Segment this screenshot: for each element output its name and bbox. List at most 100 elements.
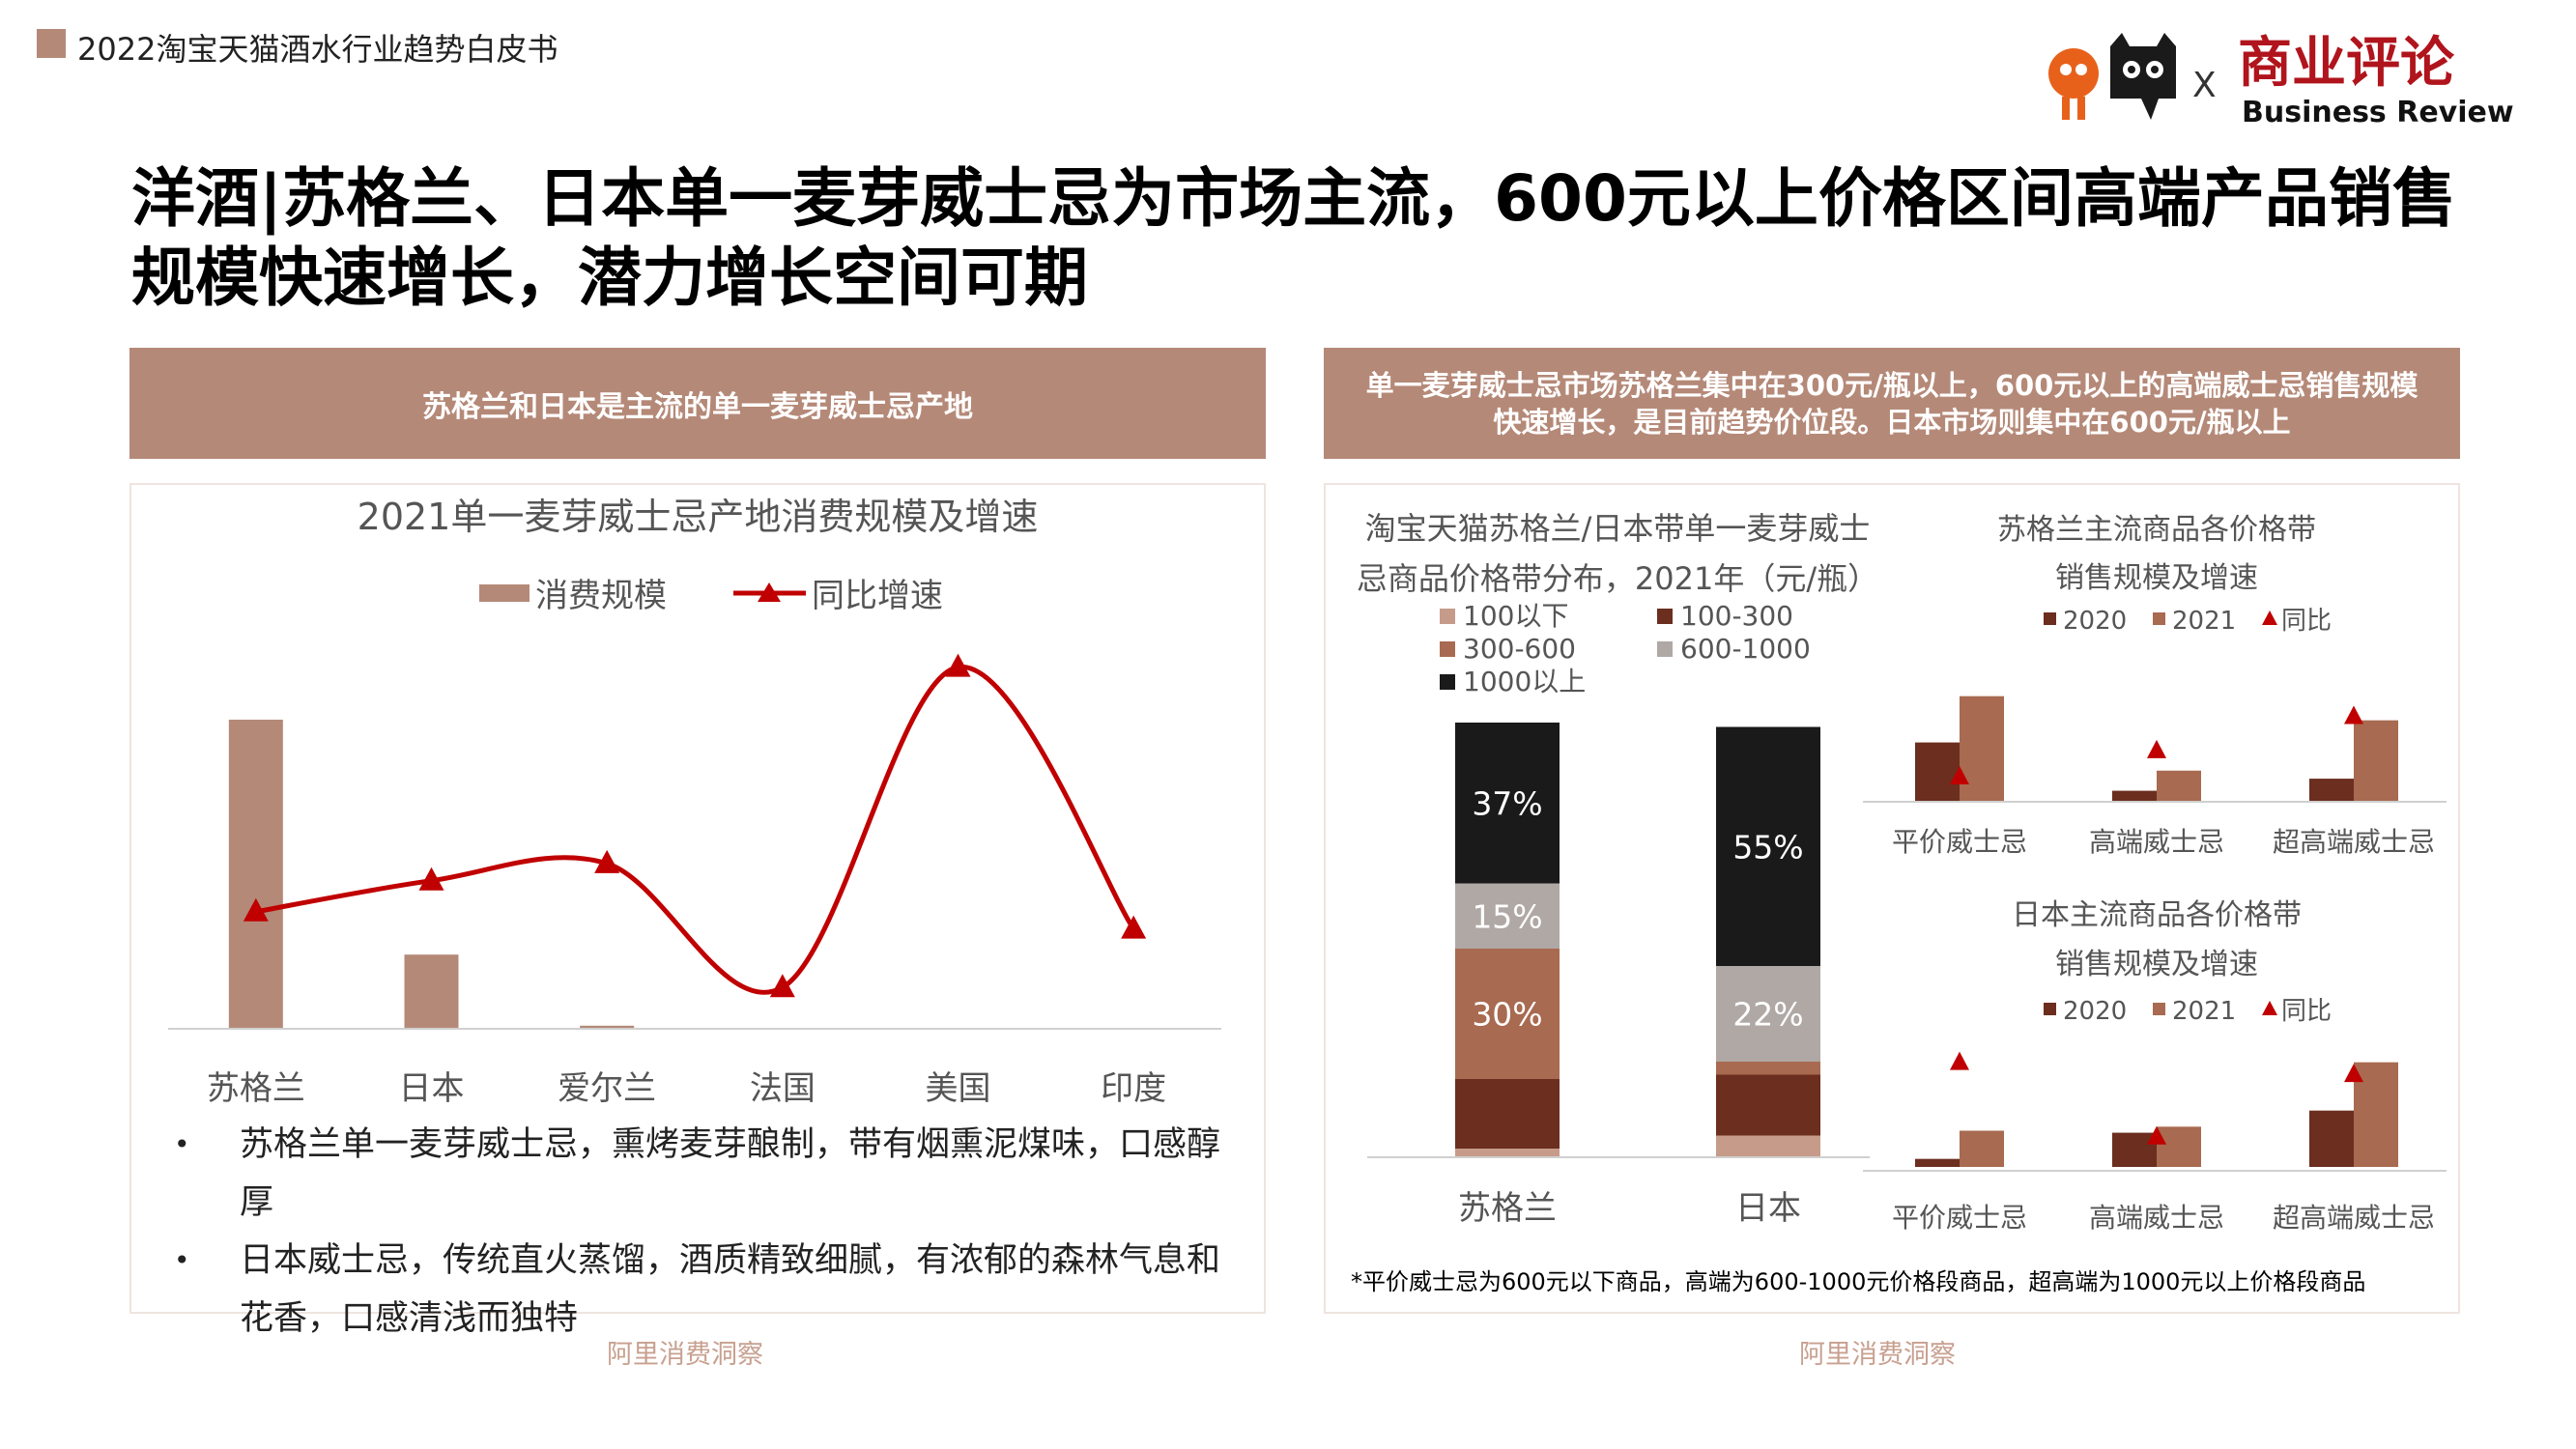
price-dist-data-label: 22%	[1732, 996, 1803, 1034]
logo-brand-sub: Business Review	[2242, 96, 2514, 129]
price-dist-data-label: 55%	[1732, 828, 1803, 866]
origin-x-tick-label: 日本	[399, 1069, 465, 1108]
price-dist-legend-label: 100-300	[1680, 600, 1793, 632]
scotland-bar-2021	[1960, 696, 2004, 801]
japan-bar-2021	[2157, 1126, 2201, 1167]
tmall-cat-icon	[2110, 33, 2176, 120]
price-dist-legend-label: 600-1000	[1680, 633, 1811, 665]
scotland-x-tick-label: 高端威士忌	[2089, 826, 2224, 858]
scotland-x-tick-label: 平价威士忌	[1892, 826, 2027, 858]
origin-growth-point	[594, 849, 620, 873]
price-dist-legend: 100以下 100-300 300-600 600-1000 1000以上	[1440, 600, 1811, 697]
price-dist-segment	[1455, 1079, 1560, 1149]
japan-legend-label: 2021	[2172, 997, 2236, 1026]
price-dist-title-line2: 忌商品价格带分布，2021年（元/瓶）	[1357, 560, 1878, 597]
left-banner: 苏格兰和日本是主流的单一麦芽威士忌产地	[129, 348, 1266, 459]
price-dist-legend-label: 1000以上	[1463, 666, 1586, 697]
japan-legend-swatch	[2044, 1003, 2056, 1015]
scotland-legend-label: 2021	[2172, 607, 2236, 636]
price-dist-legend-swatch	[1440, 641, 1455, 657]
price-dist-segment	[1455, 723, 1560, 884]
japan-title-line1: 日本主流商品各价格带	[2012, 898, 2302, 932]
scotland-bar-2021	[2354, 720, 2398, 801]
origin-chart: 2021单一麦芽威士忌产地消费规模及增速 消费规模 同比增速 苏格兰 日本 爱尔兰 法…	[168, 496, 1221, 1108]
price-dist-segment	[1716, 1135, 1820, 1157]
japan-legend-swatch	[2153, 1003, 2165, 1015]
legend-bar-swatch	[479, 584, 530, 602]
japan-x-tick-label: 高端威士忌	[2089, 1202, 2224, 1234]
japan-legend-label: 同比	[2281, 997, 2332, 1026]
bullet-item: • 日本威士忌，传统直火蒸馏，酒质精致细腻，有浓郁的森林气息和花香，口感清浅而独特	[164, 1232, 1237, 1348]
mascot-icon	[2048, 48, 2099, 120]
price-dist-data-label: 15%	[1472, 897, 1542, 935]
scotland-yoy-marker	[2147, 739, 2166, 758]
japan-title-line2: 销售规模及增速	[2055, 948, 2258, 981]
scotland-legend-marker	[2262, 611, 2277, 625]
origin-chart-title: 2021单一麦芽威士忌产地消费规模及增速	[358, 496, 1039, 538]
scotland-legend-label: 2020	[2063, 607, 2127, 636]
scotland-legend-label: 同比	[2281, 607, 2332, 636]
left-source: 阿里消费洞察	[607, 1340, 763, 1370]
logo-brand-text: 商业评论	[2238, 32, 2455, 95]
price-dist-segment	[1716, 726, 1820, 966]
origin-growth-point	[1121, 915, 1147, 939]
origin-bar	[580, 1025, 635, 1029]
origin-growth-point	[243, 897, 269, 922]
origin-x-tick-label: 苏格兰	[207, 1069, 305, 1108]
origin-x-tick-label: 法国	[750, 1069, 816, 1108]
price-dist-legend-swatch	[1440, 674, 1455, 690]
price-dist-title-line1: 淘宝天猫苏格兰/日本带单一麦芽威士	[1365, 510, 1871, 547]
price-dist-segment	[1716, 1074, 1820, 1136]
price-dist-legend-swatch	[1657, 609, 1673, 624]
origin-growth-point	[769, 974, 795, 998]
price-dist-legend-swatch	[1440, 609, 1455, 624]
right-banner: 单一麦芽威士忌市场苏格兰集中在300元/瓶以上，600元以上的高端威士忌销售规模…	[1324, 348, 2460, 459]
price-dist-segment	[1455, 949, 1560, 1079]
origin-bar	[228, 720, 283, 1029]
scotland-bar-2020	[2309, 779, 2354, 801]
price-dist-segment	[1455, 883, 1560, 949]
scotland-yoy-marker	[1950, 766, 1969, 784]
japan-legend-marker	[2262, 1001, 2277, 1015]
bullet-item: • 苏格兰单一麦芽威士忌，熏烤麦芽酿制，带有烟熏泥煤味，口感醇厚	[164, 1116, 1237, 1232]
scotland-bar-2020	[2112, 790, 2157, 801]
japan-bar-2020	[1915, 1158, 1960, 1167]
japan-yoy-marker	[2344, 1064, 2363, 1083]
scotland-bar-2021	[2157, 770, 2201, 801]
brand-logo: X 商业评论 Business Review	[2048, 32, 2514, 129]
price-dist-data-label: 30%	[1472, 996, 1542, 1034]
scotland-bar-2020	[1915, 742, 1960, 801]
price-dist-x-tick-label: 苏格兰	[1458, 1189, 1557, 1228]
legend-bar-label: 消费规模	[535, 577, 667, 615]
price-dist-segment	[1455, 1149, 1560, 1157]
scotland-legend-swatch	[2044, 612, 2056, 625]
japan-bar-2020	[2309, 1110, 2354, 1167]
japan-x-tick-label: 超高端威士忌	[2273, 1202, 2435, 1234]
japan-yoy-marker	[2147, 1125, 2166, 1145]
scotland-x-tick-label: 超高端威士忌	[2273, 826, 2435, 858]
report-title: 2022淘宝天猫酒水行业趋势白皮书	[77, 31, 558, 68]
price-dist-segment	[1716, 966, 1820, 1062]
scotland-title-line2: 销售规模及增速	[2055, 561, 2258, 595]
scotland-legend-swatch	[2153, 612, 2165, 625]
footnote: *平价威士忌为600元以下商品，高端为600-1000元价格段商品，超高端为10…	[1351, 1268, 2366, 1295]
bullet-dot-icon: •	[174, 1128, 190, 1160]
origin-x-tick-label: 爱尔兰	[558, 1069, 656, 1108]
legend-line-label: 同比增速	[812, 577, 943, 615]
origin-x-tick-label: 美国	[926, 1069, 991, 1108]
price-dist-segment	[1716, 1062, 1820, 1075]
japan-yoy-marker	[1950, 1051, 1969, 1070]
japan-bar-2020	[2112, 1132, 2157, 1167]
origin-growth-point	[418, 867, 444, 891]
origin-legend: 消费规模 同比增速	[479, 577, 943, 615]
price-dist-legend-swatch	[1657, 641, 1673, 657]
origin-growth-point	[945, 653, 971, 677]
right-source: 阿里消费洞察	[1799, 1340, 1956, 1370]
price-dist-legend-label: 300-600	[1463, 633, 1576, 665]
origin-growth-line	[255, 665, 1136, 995]
left-bullets: • 苏格兰单一麦芽威士忌，熏烤麦芽酿制，带有烟熏泥煤味，口感醇厚 • 日本威士忌，传…	[164, 1116, 1237, 1348]
page-title: 洋酒|苏格兰、日本单一麦芽威士忌为市场主流，600元以上价格区间高端产品销售规模…	[131, 161, 2456, 315]
price-dist-legend-label: 100以下	[1463, 600, 1568, 632]
price-dist-data-label: 37%	[1472, 784, 1542, 822]
bullet-dot-icon: •	[174, 1244, 190, 1276]
